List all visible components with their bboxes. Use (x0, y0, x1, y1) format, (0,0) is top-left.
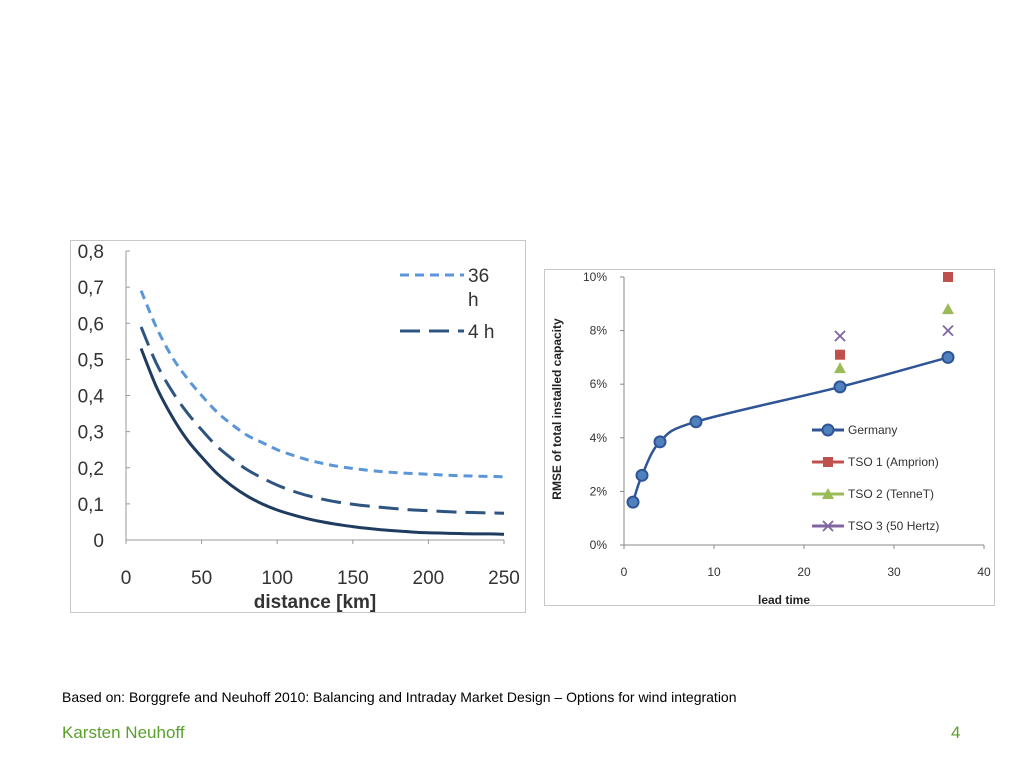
data-point-tso-2-tennet (942, 303, 954, 315)
x-axis-label: lead time (758, 593, 810, 606)
lead-time-chart: Germany TSO 1 (Amprion) TSO 2 (TenneT) TSO … (544, 269, 995, 606)
data-point-germany (689, 415, 703, 429)
data-point-germany (941, 350, 955, 364)
y-tick-label: 10% (583, 270, 607, 284)
data-point-germany (833, 380, 847, 394)
data-point-tso-2-tennet (834, 362, 846, 374)
y-tick-label: 0,6 (78, 314, 104, 335)
legend-entry: 4 h (468, 322, 494, 343)
data-point-tso-1-amprion (835, 349, 845, 360)
source-citation: Based on: Borggrefe and Neuhoff 2010: Ba… (62, 689, 737, 705)
distance-chart: 36 h 4 h 0 0,1 0,2 0,3 0,4 0,5 0,6 0,7 0,8 0 50 100 15… (70, 240, 526, 613)
x-tick-label: 40 (977, 565, 991, 579)
y-tick-label: 0,8 (78, 242, 104, 263)
legend-marker (823, 457, 833, 467)
legend-entry: TSO 3 (50 Hertz) (848, 519, 939, 533)
author-name: Karsten Neuhoff (62, 723, 185, 742)
legend-marker (821, 423, 835, 437)
series-line-unlabeled (139, 347, 505, 536)
y-tick-label: 0,7 (78, 278, 104, 299)
y-tick-label: 0% (590, 538, 608, 552)
series-line-36-h (139, 290, 505, 479)
y-tick-label: 6% (590, 377, 608, 391)
legend-entry: TSO 1 (Amprion) (848, 455, 939, 469)
page-number: 4 (951, 723, 961, 742)
x-tick-label: 150 (337, 568, 369, 589)
x-tick-label: 10 (707, 565, 721, 579)
legend-marker (822, 520, 834, 532)
x-tick-label: 30 (887, 565, 901, 579)
x-tick-label: 200 (413, 568, 445, 589)
legend-marker (822, 488, 834, 499)
series-line-4-h (139, 326, 505, 515)
x-tick-label: 250 (488, 568, 520, 589)
y-tick-label: 2% (590, 484, 608, 498)
x-tick-label: 100 (261, 568, 293, 589)
x-tick-label: 20 (797, 565, 811, 579)
y-tick-label: 4% (590, 431, 608, 445)
x-tick-label: 0 (121, 568, 132, 589)
x-tick-label: 0 (621, 565, 628, 579)
x-axis-label: distance [km] (254, 592, 376, 613)
legend-entry: TSO 2 (TenneT) (848, 487, 934, 501)
y-tick-label: 0,5 (78, 350, 104, 371)
y-tick-label: 0,1 (78, 495, 104, 516)
data-point-germany (653, 435, 667, 449)
data-point-germany (626, 495, 640, 509)
data-point-tso-1-amprion (943, 272, 953, 282)
y-tick-label: 0,2 (78, 459, 104, 480)
y-axis-label: RMSE of total installed capacity (550, 318, 564, 500)
y-tick-label: 0,4 (78, 387, 105, 408)
legend-entry: Germany (848, 423, 897, 437)
data-point-germany (635, 468, 649, 482)
data-point-tso-3-50-hertz (834, 330, 846, 342)
y-tick-label: 8% (590, 324, 608, 338)
data-point-tso-3-50-hertz (942, 324, 954, 337)
y-tick-label: 0 (93, 531, 104, 552)
legend-entry: 36 h (468, 266, 489, 311)
y-tick-label: 0,3 (78, 423, 104, 444)
x-tick-label: 50 (191, 568, 212, 589)
